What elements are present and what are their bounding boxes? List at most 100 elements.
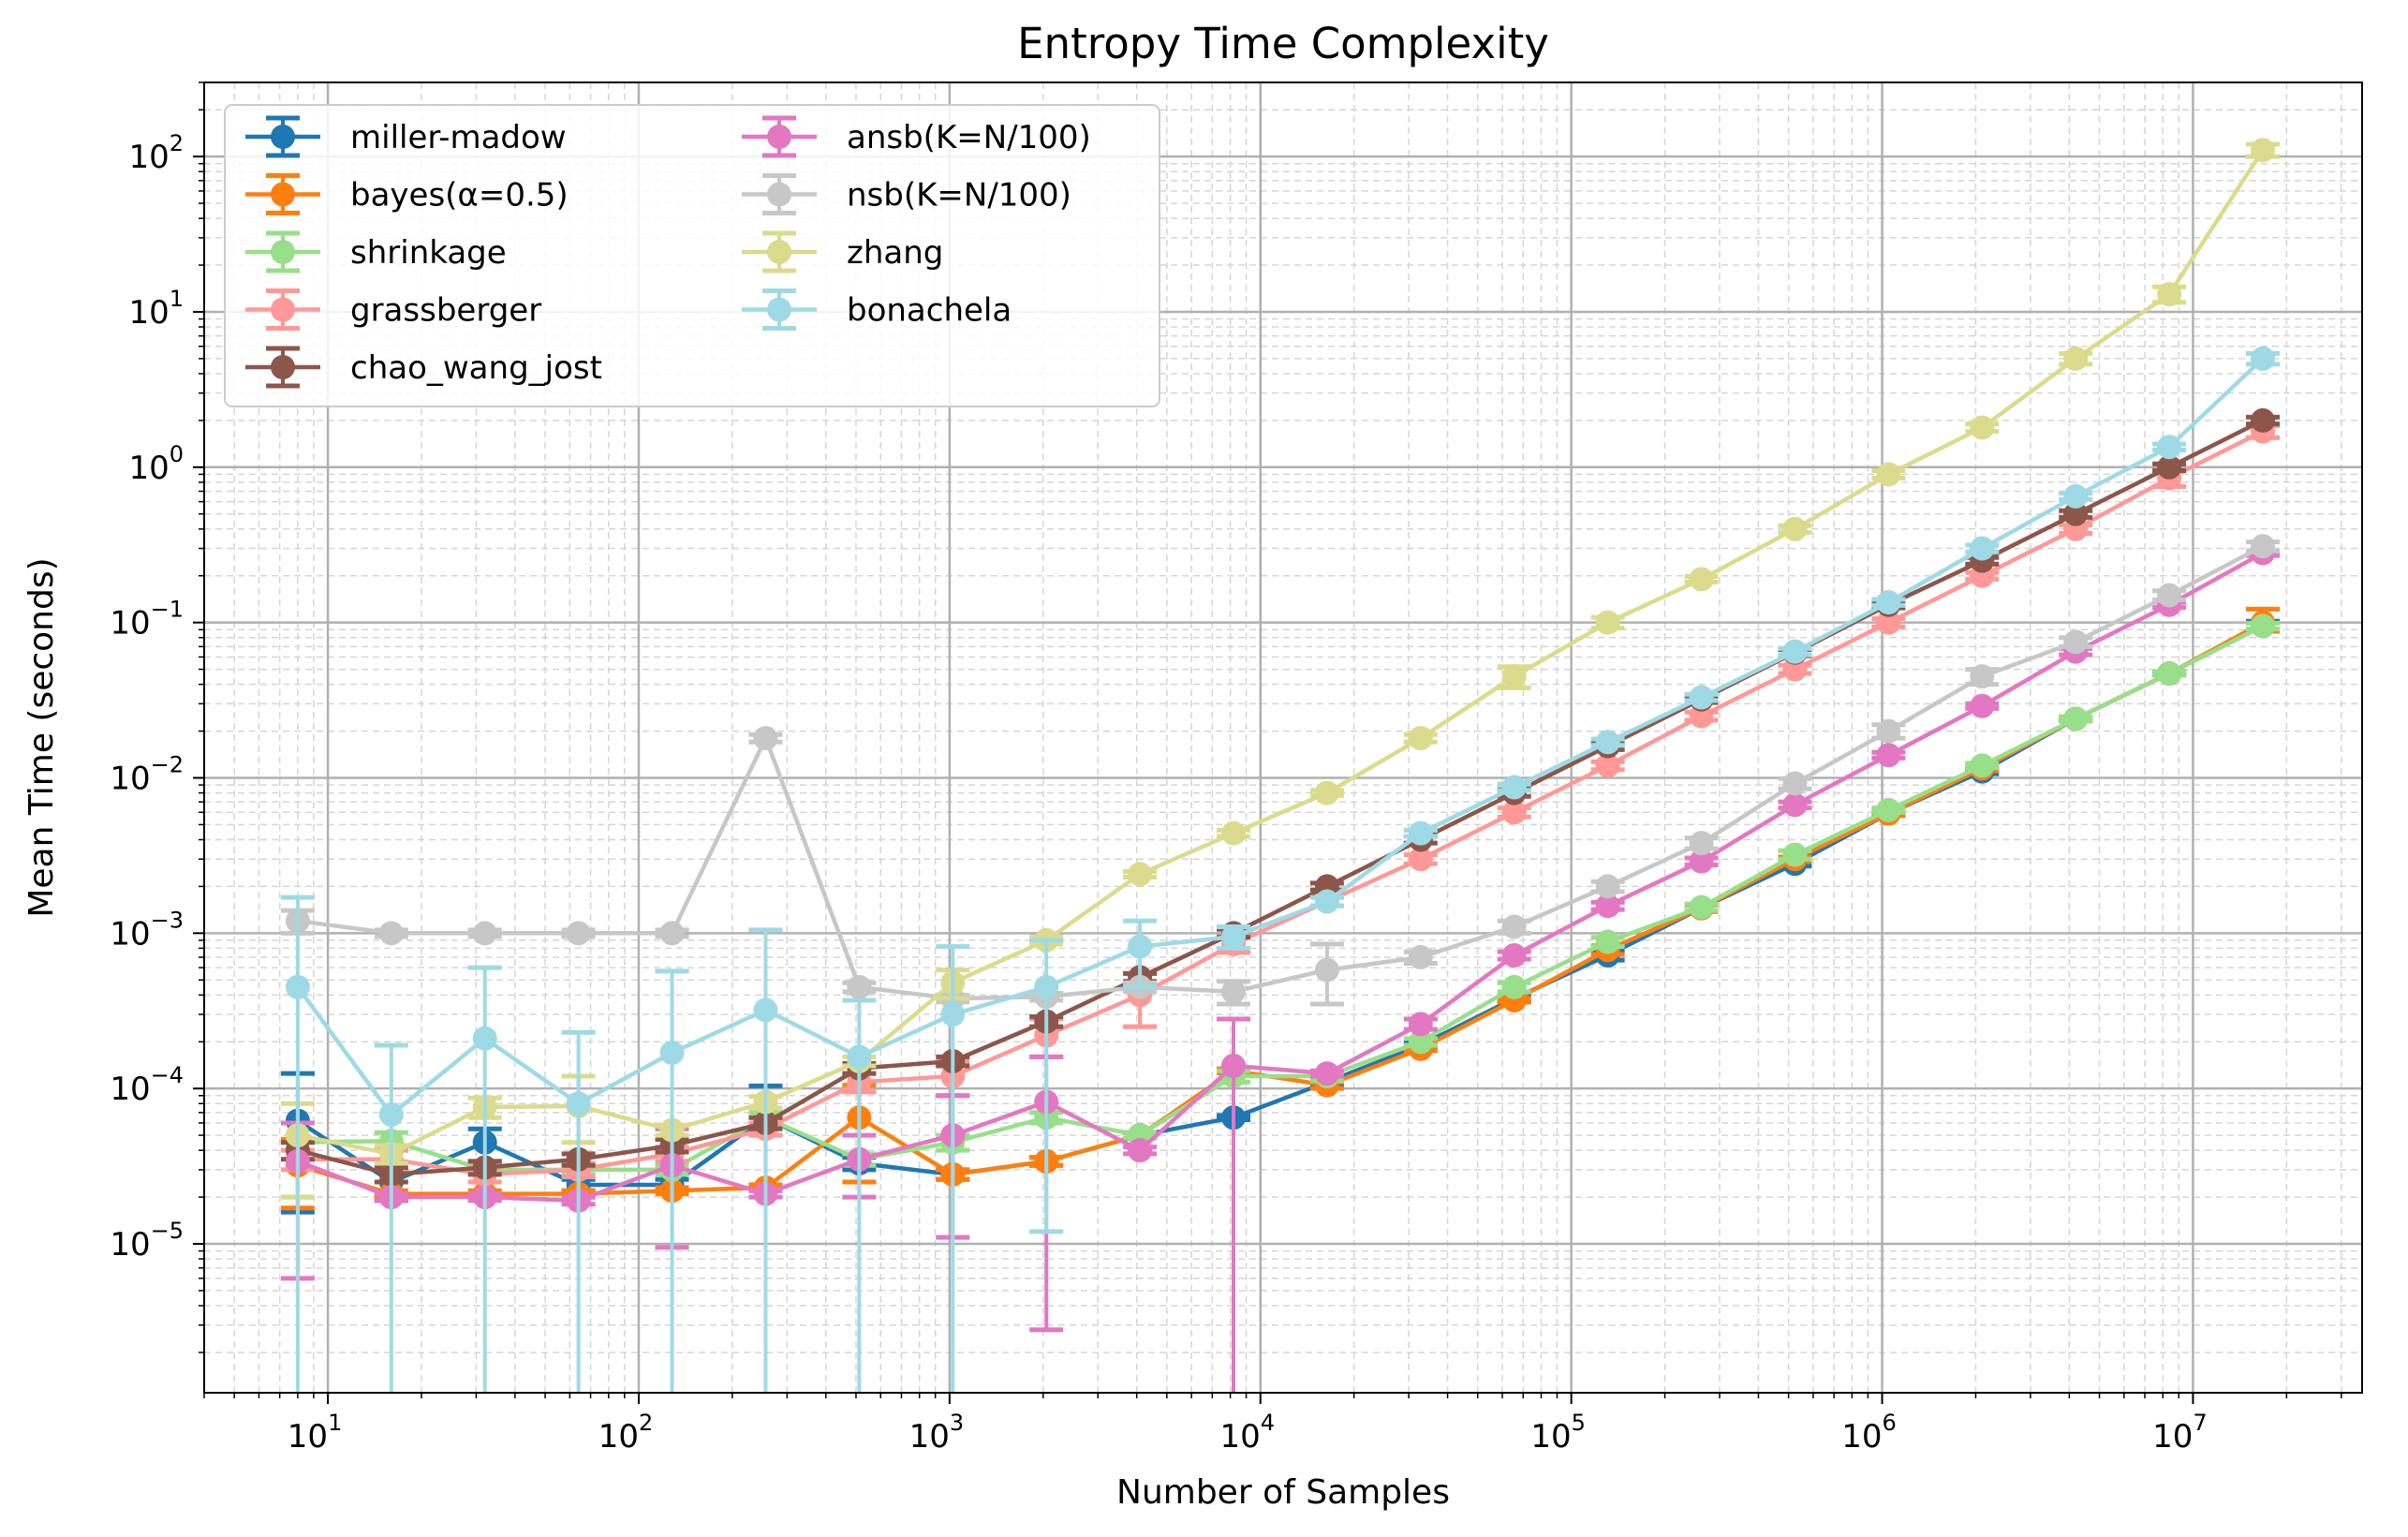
data-point [1408,945,1433,970]
x-tick-label: 107 [2152,1410,2208,1456]
legend-marker [271,297,295,322]
data-point [1876,590,1901,615]
x-tick-base: 10 [2152,1418,2193,1456]
x-tick-exponent: 7 [2193,1410,2207,1436]
y-tick-base: 10 [128,294,169,332]
x-tick-label: 106 [1841,1410,1897,1456]
data-point [1314,780,1339,805]
data-point [1034,974,1059,999]
data-point [1221,820,1247,846]
y-tick-exponent: −3 [151,907,184,933]
data-point [1876,462,1901,487]
legend-label: miller-madow [350,119,567,156]
legend-item: shrinkage [245,230,507,273]
data-point [1595,894,1620,919]
data-point [1782,792,1808,818]
data-point [1970,664,1995,689]
x-tick-base: 10 [1841,1418,1882,1456]
y-tick-exponent: 2 [170,130,184,156]
data-point [2251,534,2276,559]
series-line [297,418,2265,1177]
data-point [659,1040,685,1065]
data-point [1501,914,1527,939]
x-tick-exponent: 6 [1883,1410,1897,1436]
data-point [2063,346,2089,371]
data-point [2157,435,2182,460]
data-point [1689,894,1714,920]
x-tick-base: 10 [1219,1418,1260,1456]
legend-label: ansb(K=N/100) [847,119,1091,156]
y-tick-exponent: 1 [170,286,184,312]
data-point [2063,706,2089,732]
y-tick-base: 10 [110,605,150,643]
data-point [1128,934,1153,959]
data-point [472,1026,497,1051]
legend-marker [271,125,295,149]
data-point [2251,613,2276,639]
data-point [847,974,872,999]
series-zhang [280,138,2281,1200]
data-point [2157,454,2182,480]
series-line [297,544,2265,1001]
y-tick-base: 10 [110,1226,150,1264]
series-line [297,429,2265,1177]
x-tick-exponent: 3 [950,1410,964,1436]
data-point [940,1002,966,1027]
data-point [1501,800,1527,825]
data-point [1221,1053,1247,1078]
x-tick-base: 10 [598,1418,639,1456]
data-point [566,921,591,946]
legend-item: chao_wang_jost [245,346,602,389]
data-point [1128,862,1153,887]
y-tick-label: 10−3 [110,907,184,953]
series-layer [280,138,2281,1393]
y-tick-exponent: 0 [170,441,184,467]
series-line [297,624,2265,1173]
y-tick-label: 100 [128,441,184,487]
data-point [378,1101,404,1127]
data-point [2251,407,2276,433]
x-tick-exponent: 5 [1572,1410,1586,1436]
legend-item: ansb(K=N/100) [742,115,1091,158]
x-tick-label: 103 [909,1410,965,1456]
data-point [1876,718,1901,744]
plot-frame [203,81,2363,1394]
data-point [1501,974,1527,999]
data-point [1595,929,1620,954]
legend-item: nsb(K=N/100) [742,173,1071,215]
axis-ticks: 101 102 103 104 105 106 10710−510−410−310−210−… [110,81,2342,1456]
y-tick-base: 10 [110,915,150,953]
legend-marker [271,182,295,207]
x-axis-label: Number of Samples [1116,1473,1450,1512]
y-axis-label: Mean Time (seconds) [22,557,61,917]
data-point [2063,501,2089,526]
data-point [1595,730,1620,755]
data-point [1408,1029,1433,1055]
legend-marker [767,125,791,149]
data-point [1782,639,1808,664]
data-point [1782,516,1808,541]
data-point [1314,957,1339,983]
x-tick-label: 102 [598,1410,654,1456]
y-tick-label: 10−1 [110,597,184,643]
data-point [1876,797,1901,822]
y-tick-label: 102 [128,130,184,176]
legend-marker [271,240,295,264]
data-point [1128,1138,1153,1163]
y-tick-exponent: −1 [151,597,184,623]
y-tick-exponent: −5 [151,1218,184,1244]
legend-label: bonachela [847,292,1012,330]
y-tick-base: 10 [128,139,169,176]
data-point [1689,567,1714,592]
y-tick-label: 10−2 [110,751,184,797]
legend-item: miller-madow [245,115,567,158]
data-point [472,921,497,946]
x-tick-exponent: 4 [1261,1410,1275,1436]
x-tick-base: 10 [909,1418,950,1456]
data-point [1595,610,1620,635]
legend-label: bayes(α=0.5) [350,177,569,214]
data-point [1501,775,1527,800]
series-line [296,357,2265,1118]
data-point [1970,536,1995,561]
